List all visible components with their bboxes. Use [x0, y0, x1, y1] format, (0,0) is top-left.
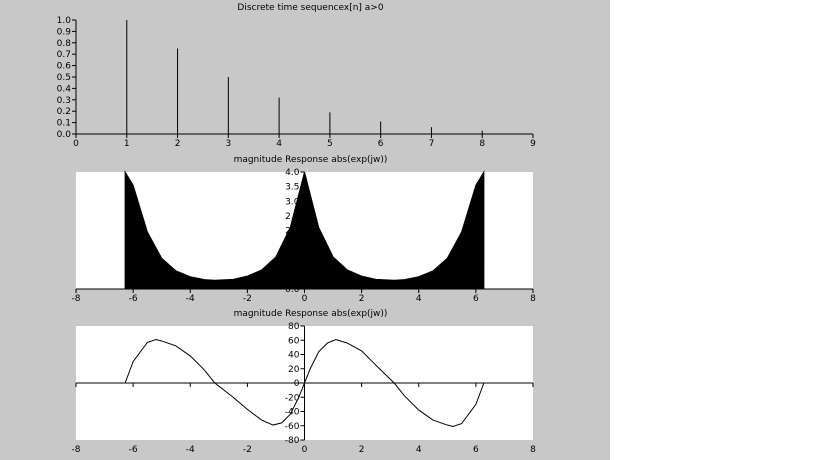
- x-tick-label: -4: [186, 445, 195, 455]
- y-tick-label: 60: [288, 336, 300, 346]
- y-tick-label: 0.7: [57, 50, 71, 60]
- x-tick-label: 7: [429, 139, 435, 149]
- x-tick-label: -8: [72, 445, 81, 455]
- y-tick-label: 0.0: [57, 130, 72, 140]
- y-tick-label: 2.0: [285, 227, 300, 237]
- y-tick-label: 0.5: [285, 270, 299, 280]
- chart-title: Discrete time sequencex[n] a>0: [237, 3, 383, 13]
- y-tick-label: -60: [285, 422, 300, 432]
- x-tick-label: -6: [129, 294, 138, 304]
- y-tick-label: 20: [288, 365, 300, 375]
- x-tick-label: 0: [302, 294, 308, 304]
- x-tick-label: 0: [302, 445, 308, 455]
- y-tick-label: 0.8: [57, 39, 72, 49]
- x-tick-label: 6: [473, 294, 479, 304]
- x-tick-label: 1: [124, 139, 130, 149]
- x-tick-label: 6: [473, 445, 479, 455]
- y-tick-label: -40: [285, 408, 300, 418]
- x-tick-label: -2: [243, 445, 252, 455]
- y-tick-label: 0.4: [57, 84, 72, 94]
- x-tick-label: -8: [72, 294, 81, 304]
- x-tick-label: -6: [129, 445, 138, 455]
- y-tick-label: -20: [285, 393, 300, 403]
- y-tick-label: 0.5: [57, 73, 71, 83]
- x-tick-label: 8: [530, 445, 536, 455]
- y-tick-label: 3.0: [285, 197, 300, 207]
- y-tick-label: 1.0: [285, 256, 300, 266]
- x-tick-label: 8: [479, 139, 485, 149]
- y-tick-label: 0: [294, 379, 300, 389]
- y-tick-label: 3.5: [285, 183, 299, 193]
- y-tick-label: 1.0: [57, 16, 72, 26]
- y-tick-label: 0.3: [57, 96, 71, 106]
- y-tick-label: 1.5: [285, 241, 299, 251]
- y-tick-label: 0.0: [285, 285, 300, 295]
- y-tick-label: -80: [285, 436, 300, 446]
- x-tick-label: 8: [530, 294, 536, 304]
- y-tick-label: 2.5: [285, 212, 299, 222]
- x-tick-label: 2: [175, 139, 181, 149]
- x-tick-label: 6: [378, 139, 384, 149]
- chart-title: magnitude Response abs(exp(jw)): [234, 309, 388, 319]
- x-tick-label: 5: [327, 139, 333, 149]
- chart-title: magnitude Response abs(exp(jw)): [234, 155, 388, 165]
- x-tick-label: 0: [73, 139, 79, 149]
- x-tick-label: 4: [416, 445, 422, 455]
- x-tick-label: -4: [186, 294, 195, 304]
- y-tick-label: 0.2: [57, 107, 71, 117]
- y-tick-label: 0.1: [57, 119, 71, 129]
- y-tick-label: 40: [288, 351, 300, 361]
- x-tick-label: 3: [225, 139, 231, 149]
- x-tick-label: 2: [359, 294, 365, 304]
- x-tick-label: -2: [243, 294, 252, 304]
- y-tick-label: 4.0: [285, 168, 300, 178]
- x-tick-label: 2: [359, 445, 365, 455]
- x-tick-label: 4: [416, 294, 422, 304]
- x-tick-label: 4: [276, 139, 282, 149]
- x-tick-label: 9: [530, 139, 536, 149]
- y-tick-label: 80: [288, 322, 300, 332]
- y-tick-label: 0.6: [57, 62, 72, 72]
- y-tick-label: 0.9: [57, 27, 72, 37]
